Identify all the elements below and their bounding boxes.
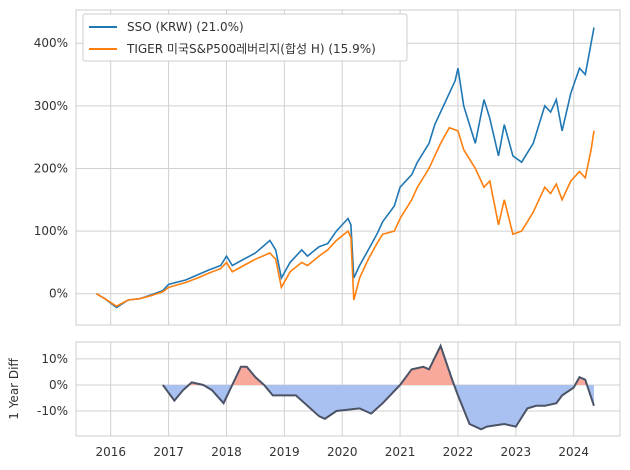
series-line-tiger	[95, 126, 595, 308]
y-tick-label: 200%	[34, 161, 68, 175]
legend-box	[82, 13, 408, 62]
bottom-panel: 2016 2017 2018 2019 2020 2021 2022 2023 2024 10% 0…	[7, 341, 621, 459]
y-tick-label: 0%	[49, 287, 68, 301]
diff-line	[162, 343, 595, 431]
series-line-sso	[95, 27, 595, 309]
x-tick-label: 2023	[501, 445, 532, 459]
legend: SSO (KRW) (21.0%) TIGER 미국S&P500레버리지(합성 …	[82, 13, 408, 62]
negative-diff-area	[162, 384, 594, 430]
y-axis-label: 1 Year Diff	[7, 358, 21, 420]
y-tick-label: 10%	[41, 352, 68, 366]
y-tick-label: -10%	[37, 404, 68, 418]
legend-label-sso: SSO (KRW) (21.0%)	[127, 20, 244, 34]
y-tick-label: 100%	[34, 224, 68, 238]
top-panel: 0% 100% 200% 300% 400%	[34, 9, 621, 326]
x-tick-label: 2017	[153, 445, 184, 459]
x-tick-label: 2020	[327, 445, 358, 459]
y-tick-label: 400%	[34, 36, 68, 50]
y-tick-label: 300%	[34, 99, 68, 113]
bottom-axes-frame	[75, 341, 621, 437]
x-tick-label: 2018	[211, 445, 242, 459]
top-axes-frame	[75, 9, 621, 326]
x-tick-label: 2022	[443, 445, 474, 459]
x-tick-label: 2019	[269, 445, 300, 459]
legend-label-tiger: TIGER 미국S&P500레버리지(합성 H) (15.9%)	[126, 42, 376, 56]
x-tick-label: 2024	[558, 445, 589, 459]
y-tick-label: 0%	[49, 378, 68, 392]
x-tick-label: 2016	[95, 445, 126, 459]
x-tick-label: 2021	[385, 445, 416, 459]
